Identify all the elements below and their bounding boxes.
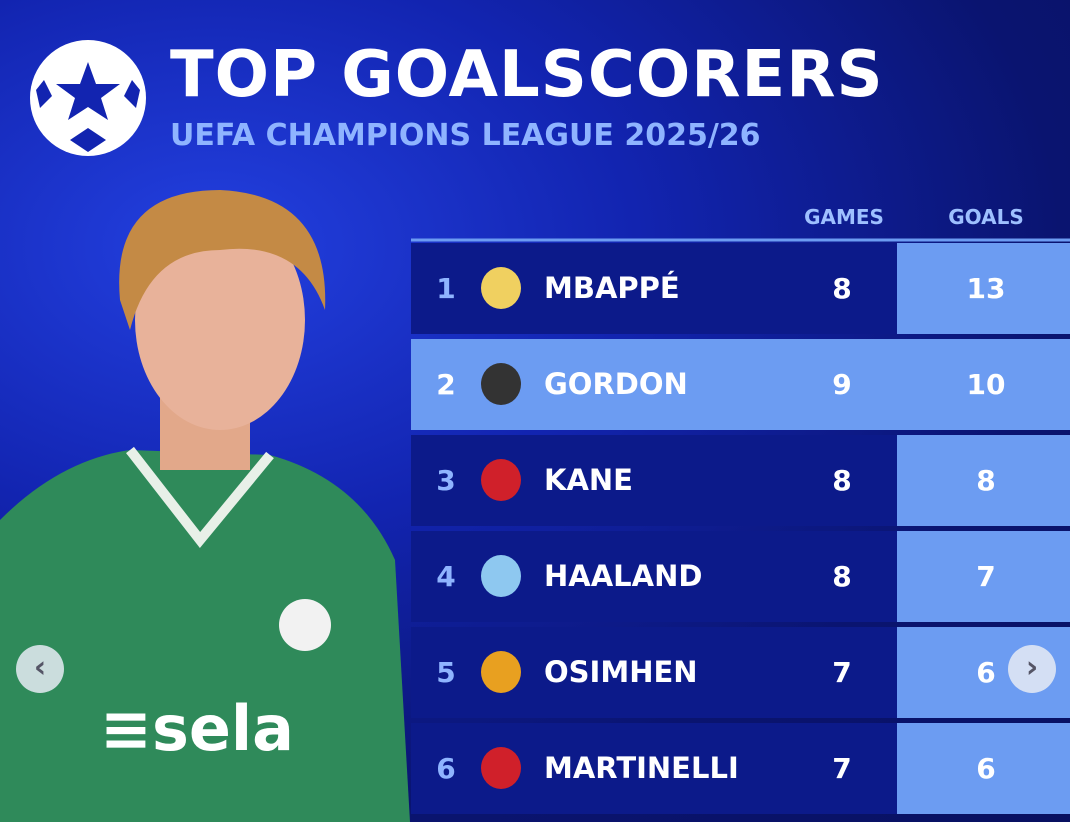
table-row: 5 OSIMHEN 7 6 bbox=[411, 627, 1070, 718]
prev-button[interactable]: ‹ bbox=[16, 645, 64, 693]
column-header: GAMES bbox=[804, 205, 884, 229]
goals: 7 bbox=[976, 560, 996, 593]
games: 9 bbox=[832, 368, 852, 401]
club-logo bbox=[481, 555, 521, 597]
table-row: 2 GORDON 9 10 bbox=[411, 339, 1070, 430]
player-photo: ≡sela bbox=[0, 190, 410, 822]
rank: 6 bbox=[436, 752, 456, 785]
goals-cell-bg bbox=[897, 531, 1070, 622]
player-name: MBAPPÉ bbox=[544, 271, 680, 305]
table-row: 6 MARTINELLI 7 6 bbox=[411, 723, 1070, 814]
player-name: GORDON bbox=[544, 367, 688, 401]
subtitle: UEFA CHAMPIONS LEAGUE 2025/26 bbox=[170, 118, 761, 153]
player-name: MARTINELLI bbox=[544, 751, 739, 785]
club-logo bbox=[481, 363, 521, 405]
rank: 4 bbox=[436, 560, 456, 593]
games: 8 bbox=[832, 272, 852, 305]
games: 8 bbox=[832, 560, 852, 593]
goals-cell-bg bbox=[897, 723, 1070, 814]
next-button[interactable]: › bbox=[1008, 645, 1056, 693]
rank: 3 bbox=[436, 464, 456, 497]
goals: 10 bbox=[966, 368, 1006, 401]
rank: 5 bbox=[436, 656, 456, 689]
player-name: KANE bbox=[544, 463, 633, 497]
table-row: 4 HAALAND 8 7 bbox=[411, 531, 1070, 622]
player-name: HAALAND bbox=[544, 559, 703, 593]
club-logo bbox=[481, 747, 521, 789]
goals: 8 bbox=[976, 464, 996, 497]
club-logo bbox=[481, 267, 521, 309]
games: 7 bbox=[832, 752, 852, 785]
games: 7 bbox=[832, 656, 852, 689]
goals: 6 bbox=[976, 656, 996, 689]
rank: 1 bbox=[436, 272, 456, 305]
table-row: 1 MBAPPÉ 8 13 bbox=[411, 243, 1070, 334]
table-row: 3 KANE 8 8 bbox=[411, 435, 1070, 526]
goals-cell-bg bbox=[897, 435, 1070, 526]
goals: 13 bbox=[966, 272, 1006, 305]
player-name: OSIMHEN bbox=[544, 655, 698, 689]
ucl-starball bbox=[30, 40, 146, 156]
rank: 2 bbox=[436, 368, 456, 401]
column-header: GOALS bbox=[948, 205, 1024, 229]
title: TOP GOALSCORERS bbox=[170, 38, 884, 112]
goals: 6 bbox=[976, 752, 996, 785]
games: 8 bbox=[832, 464, 852, 497]
svg-text:≡sela: ≡sela bbox=[100, 692, 294, 765]
goals-cell-bg bbox=[897, 243, 1070, 334]
club-logo bbox=[481, 459, 521, 501]
club-logo bbox=[481, 651, 521, 693]
